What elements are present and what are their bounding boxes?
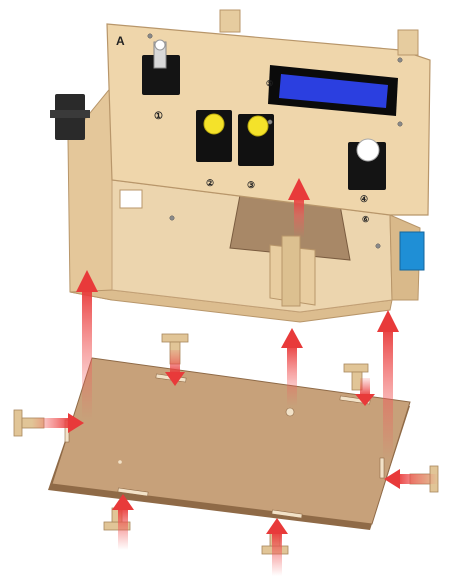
- panel-letter: A: [116, 34, 125, 48]
- module-number-2: ②: [206, 178, 214, 188]
- arrow-up-left: [76, 270, 98, 420]
- yellow-button-2: [247, 115, 269, 137]
- assembly-arrows: [32, 178, 438, 576]
- arrow-right-left: [32, 413, 84, 433]
- vertical-divider: [269, 235, 316, 307]
- top-tab-right: [397, 29, 419, 56]
- arrow-up-center: [281, 328, 303, 406]
- button-module-1: ②: [196, 110, 232, 188]
- blue-terminal-block: [399, 231, 425, 271]
- arrow-down-top-left: [165, 350, 185, 386]
- base-plate-hole: [285, 407, 295, 417]
- module-number-4: ④: [360, 194, 368, 204]
- arrow-up-right: [377, 310, 399, 460]
- potentiometer-module-right: ④: [348, 138, 386, 204]
- arrow-up-bottom-left: [112, 494, 134, 550]
- module-number-3: ③: [247, 180, 255, 190]
- interior-window: [119, 189, 143, 209]
- arrow-up-inner: [288, 178, 310, 238]
- servo-motor: [50, 94, 90, 140]
- top-tab-left: [219, 9, 241, 33]
- module-number-5: ⑤: [266, 79, 273, 88]
- base-plate-hole-small: [118, 460, 122, 464]
- panel-screws: [147, 33, 403, 249]
- module-number-1: ①: [154, 111, 163, 122]
- lcd-screen: [279, 74, 388, 108]
- module-number-6: ⑥: [362, 215, 369, 224]
- potentiometer-module-left: ①: [142, 39, 180, 122]
- arrow-up-bottom-right: [266, 518, 288, 576]
- arrow-left-right: [384, 469, 438, 489]
- arrow-down-top-right: [355, 378, 375, 406]
- upper-enclosure: A ① ② ③ ④: [50, 9, 431, 323]
- button-module-2: ③: [238, 114, 274, 190]
- lcd-module: [268, 65, 398, 116]
- yellow-button-1: [203, 113, 225, 135]
